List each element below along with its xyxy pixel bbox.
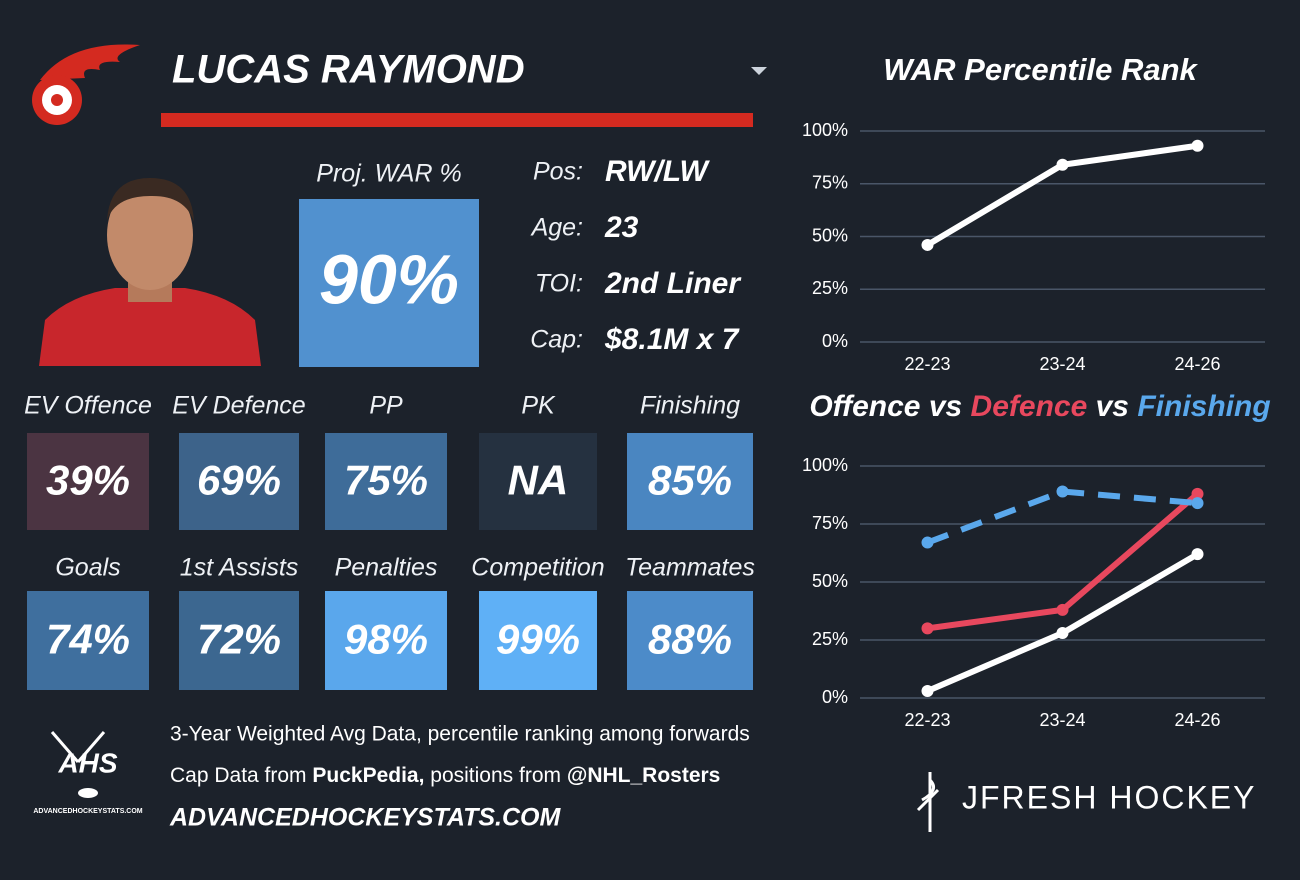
- info-label: Pos:: [533, 158, 583, 186]
- point: [921, 622, 934, 635]
- x-tick-label: 23-24: [1039, 710, 1085, 730]
- tile: [27, 433, 149, 530]
- team-logo: [32, 44, 140, 125]
- point: [1191, 487, 1204, 500]
- x-tick-label: 22-23: [904, 354, 950, 374]
- tile-label: 1st Assists: [180, 554, 299, 582]
- tile-value: 75%: [344, 457, 428, 504]
- tile-label: Goals: [55, 554, 120, 582]
- y-tick-label: 100%: [802, 455, 848, 475]
- point: [921, 685, 934, 698]
- x-tick-label: 23-24: [1039, 354, 1085, 374]
- tile: [325, 433, 447, 530]
- y-tick-label: 50%: [812, 225, 848, 245]
- y-tick-label: 75%: [812, 513, 848, 533]
- y-tick-label: 0%: [822, 687, 848, 707]
- projection-label: Proj. WAR %: [316, 160, 461, 188]
- title-separator: vs: [1096, 390, 1129, 423]
- y-tick-label: 25%: [812, 629, 848, 649]
- tile-value: 99%: [496, 616, 580, 663]
- title-separator: vs: [929, 390, 962, 423]
- point: [1056, 627, 1069, 640]
- projection-value: 90%: [319, 240, 459, 318]
- tile: [179, 433, 299, 530]
- tile: [627, 591, 753, 690]
- info-value: RW/LW: [605, 155, 710, 188]
- chart-title: WAR Percentile Rank: [883, 52, 1198, 87]
- point: [1056, 158, 1069, 171]
- tile-value: 85%: [648, 457, 732, 504]
- credit-source: PuckPedia,: [312, 764, 424, 787]
- point: [921, 238, 934, 251]
- player-photo: [39, 170, 261, 366]
- tiles: EV Offence 39% EV Defence 69% PP 75% PK NA Finis…: [24, 392, 755, 690]
- y-tick-label: 100%: [802, 120, 848, 140]
- info-label: TOI:: [535, 270, 583, 298]
- point: [1191, 497, 1204, 510]
- credit-text: Cap Data from: [170, 764, 312, 787]
- footer-credits: Cap Data from PuckPedia, positions from …: [170, 764, 720, 787]
- tile-value: 69%: [197, 457, 281, 504]
- tile-value: 98%: [344, 616, 428, 663]
- ahs-logo-caption: ADVANCEDHOCKEYSTATS.COM: [33, 808, 142, 815]
- info-value: 2nd Liner: [604, 267, 742, 300]
- info-value: $8.1M x 7: [604, 323, 740, 356]
- tile-value: 74%: [46, 616, 130, 663]
- point: [1191, 139, 1204, 152]
- ahs-logo-text: AHS: [57, 747, 117, 778]
- tile: [325, 591, 447, 690]
- x-tick-label: 24-26: [1174, 710, 1220, 730]
- tile-value: 88%: [648, 616, 732, 663]
- tile: [27, 591, 149, 690]
- y-tick-label: 75%: [812, 173, 848, 193]
- info-list: Pos: RW/LW Age: 23 TOI: 2nd Liner Cap: $8.1M x …: [530, 155, 743, 356]
- point: [1056, 603, 1069, 616]
- y-tick-label: 25%: [812, 278, 848, 298]
- title-series: Offence: [809, 390, 920, 423]
- point: [921, 536, 934, 549]
- point: [1191, 548, 1204, 561]
- tile-label: PK: [521, 392, 556, 420]
- tile: [627, 433, 753, 530]
- tile-value: 72%: [197, 616, 281, 663]
- y-tick-label: 50%: [812, 571, 848, 591]
- tile-label: Finishing: [640, 392, 740, 420]
- info-value: 23: [604, 211, 639, 244]
- footer-site: ADVANCEDHOCKEYSTATS.COM: [169, 804, 561, 832]
- tile-label: EV Defence: [172, 392, 305, 420]
- x-tick-label: 22-23: [904, 710, 950, 730]
- tile-label: Penalties: [335, 554, 438, 582]
- dropdown-caret[interactable]: [751, 67, 767, 75]
- y-tick-label: 0%: [822, 331, 848, 351]
- info-label: Cap:: [530, 326, 583, 354]
- credit-source: @NHL_Rosters: [567, 764, 721, 787]
- credit-text: positions from: [424, 764, 566, 787]
- player-name: LUCAS RAYMOND: [172, 48, 525, 92]
- name-underline: [161, 113, 753, 127]
- brand: JFRESH HOCKEY: [962, 779, 1256, 815]
- x-tick-label: 24-26: [1174, 354, 1220, 374]
- point: [1056, 485, 1069, 498]
- tile-label: Teammates: [625, 554, 755, 582]
- tile: [179, 591, 299, 690]
- tile: [479, 591, 597, 690]
- tile-label: EV Offence: [24, 392, 152, 420]
- ahs-logo: AHS ADVANCEDHOCKEYSTATS.COM: [33, 731, 143, 815]
- title-series: Finishing: [1137, 390, 1270, 423]
- tile-label: Competition: [471, 554, 604, 582]
- tile-value: NA: [508, 457, 569, 504]
- jfresh-logo: [916, 772, 940, 832]
- tile-value: 39%: [46, 457, 130, 504]
- tile: [479, 433, 597, 530]
- title-series: Defence: [971, 390, 1088, 423]
- chart-title: Offence vs Defence vs Finishing: [809, 390, 1270, 423]
- info-label: Age:: [530, 214, 583, 242]
- tile-label: PP: [369, 392, 403, 420]
- projection-box: [299, 199, 479, 367]
- footer-note: 3-Year Weighted Avg Data, percentile ran…: [170, 723, 750, 746]
